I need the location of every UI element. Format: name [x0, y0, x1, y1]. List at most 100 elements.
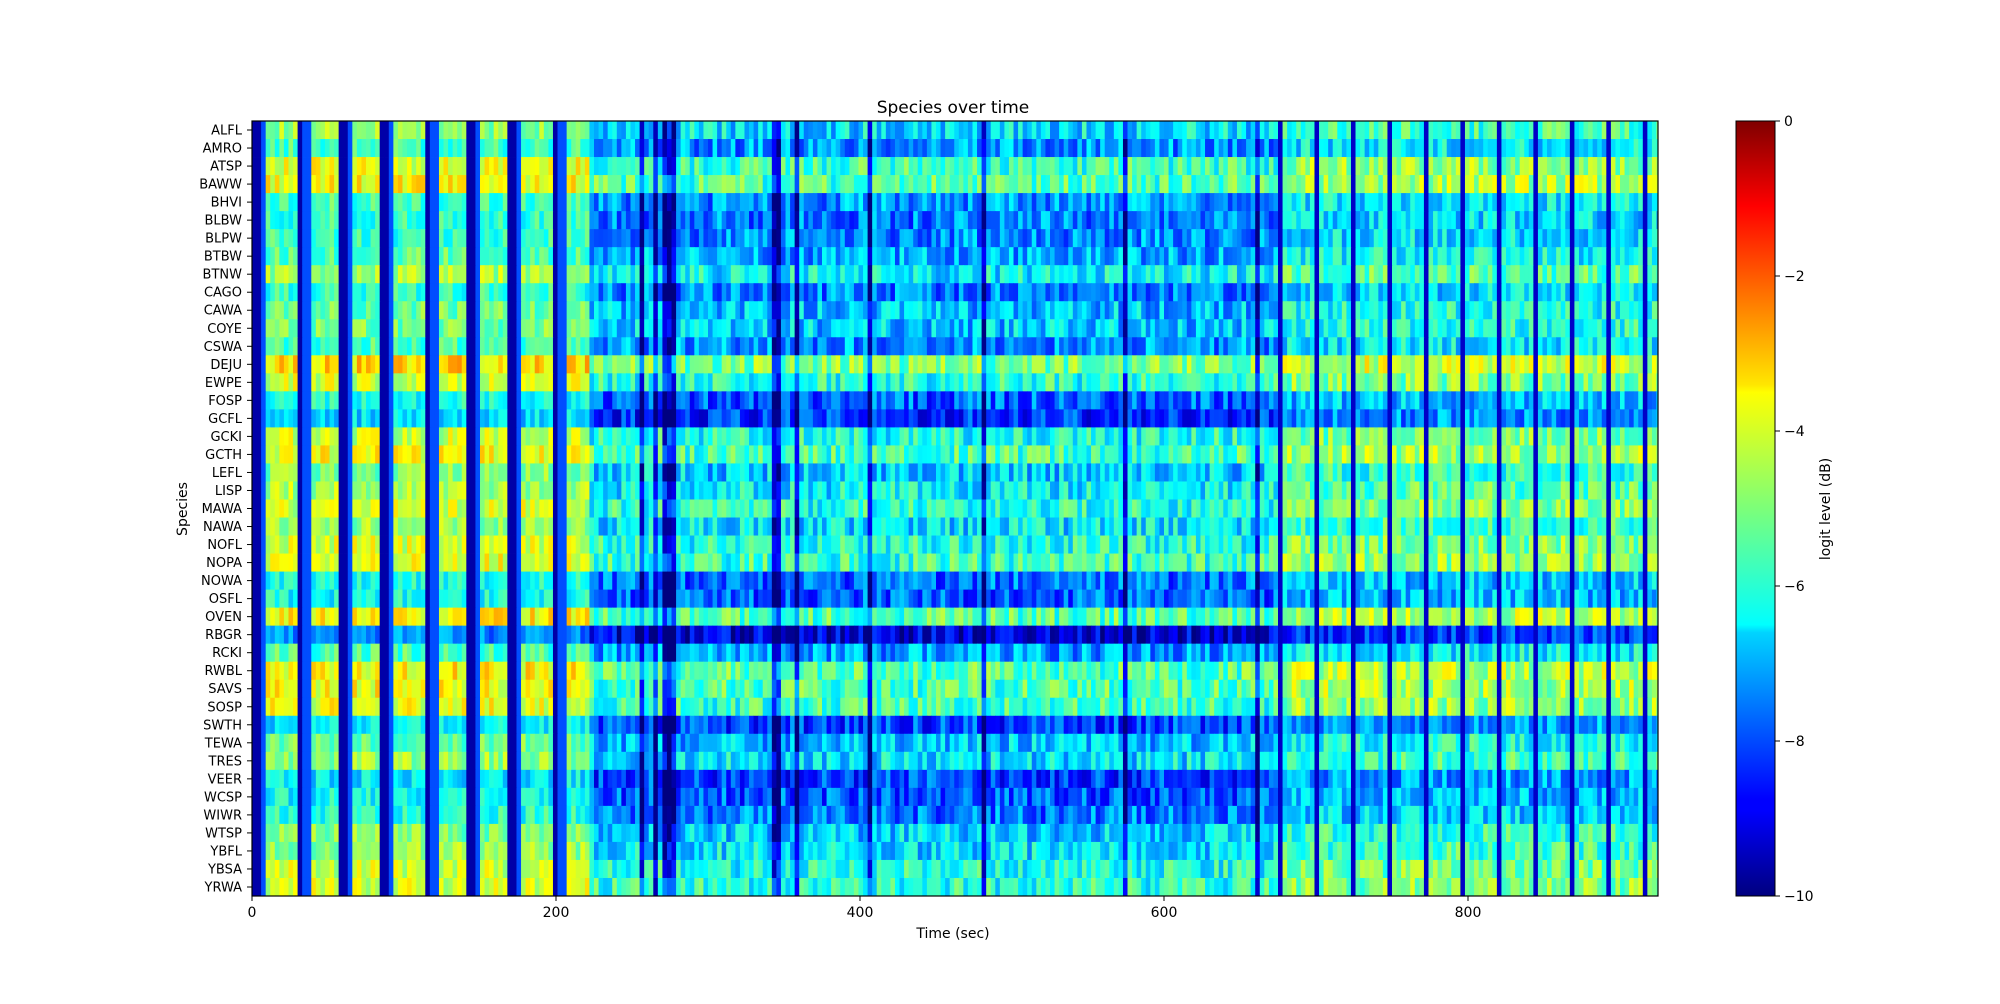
heatmap-cell — [753, 139, 759, 158]
heatmap-cell — [457, 139, 463, 158]
heatmap-cell — [899, 247, 905, 266]
heatmap-cell — [1455, 283, 1461, 302]
heatmap-cell — [530, 337, 536, 356]
heatmap-cell — [1506, 157, 1512, 176]
heatmap-cell — [826, 319, 832, 338]
heatmap-cell — [571, 373, 577, 392]
heatmap-cell — [1077, 193, 1083, 212]
heatmap-cell — [1214, 337, 1220, 356]
heatmap-cell — [521, 355, 527, 374]
heatmap-cell — [867, 139, 873, 158]
heatmap-cell — [1186, 157, 1192, 176]
heatmap-cell — [662, 139, 668, 158]
heatmap-cell — [1282, 301, 1288, 320]
heatmap-cell — [1629, 229, 1635, 248]
heatmap-cell — [1414, 247, 1420, 266]
heatmap-cell — [1560, 139, 1566, 158]
heatmap-cell — [831, 229, 837, 248]
heatmap-cell — [721, 157, 727, 176]
heatmap-cell — [320, 139, 326, 158]
heatmap-cell — [302, 391, 308, 410]
heatmap-cell — [1027, 373, 1033, 392]
heatmap-cell — [1227, 229, 1233, 248]
heatmap-cell — [575, 373, 581, 392]
heatmap-cell — [580, 391, 586, 410]
heatmap-cell — [1542, 337, 1548, 356]
heatmap-cell — [293, 355, 299, 374]
heatmap-cell — [507, 211, 513, 230]
heatmap-cell — [603, 283, 609, 302]
heatmap-cell — [967, 355, 973, 374]
heatmap-cell — [1346, 319, 1352, 338]
heatmap-cell — [1164, 355, 1170, 374]
heatmap-cell — [598, 301, 604, 320]
heatmap-cell — [822, 391, 828, 410]
heatmap-cell — [657, 139, 663, 158]
heatmap-cell — [1341, 175, 1347, 194]
heatmap-cell — [1474, 121, 1480, 140]
heatmap-cell — [393, 211, 399, 230]
heatmap-cell — [881, 301, 887, 320]
heatmap-cell — [630, 391, 636, 410]
heatmap-cell — [1592, 139, 1598, 158]
heatmap-cell — [685, 193, 691, 212]
heatmap-cell — [557, 337, 563, 356]
heatmap-cell — [484, 355, 490, 374]
heatmap-cell — [461, 247, 467, 266]
heatmap-cell — [603, 337, 609, 356]
heatmap-cell — [739, 319, 745, 338]
heatmap-cell — [470, 355, 476, 374]
heatmap-cell — [489, 265, 495, 284]
heatmap-cell — [803, 301, 809, 320]
heatmap-cell — [1186, 373, 1192, 392]
heatmap-cell — [1360, 265, 1366, 284]
heatmap-cell — [1122, 319, 1129, 338]
heatmap-cell — [603, 319, 609, 338]
heatmap-cell — [844, 193, 850, 212]
heatmap-cell — [525, 337, 531, 356]
heatmap-cell — [1483, 355, 1489, 374]
heatmap-cell — [1236, 157, 1243, 176]
heatmap-cell — [1647, 301, 1653, 320]
heatmap-cell — [261, 319, 267, 338]
heatmap-cell — [1423, 139, 1429, 158]
heatmap-cell — [799, 283, 805, 302]
heatmap-cell — [967, 139, 973, 158]
heatmap-cell — [1309, 373, 1315, 392]
heatmap-cell — [1501, 247, 1507, 266]
heatmap-cell — [580, 247, 586, 266]
heatmap-cell — [493, 337, 499, 356]
heatmap-cell — [334, 301, 340, 320]
heatmap-cell — [954, 193, 960, 212]
heatmap-cell — [794, 157, 800, 176]
heatmap-cell — [270, 409, 276, 428]
heatmap-cell — [1164, 175, 1170, 194]
heatmap-cell — [598, 265, 604, 284]
heatmap-cell — [1515, 265, 1521, 284]
heatmap-cell — [1182, 157, 1188, 176]
heatmap-cell — [1081, 157, 1087, 176]
heatmap-cell — [708, 121, 714, 140]
heatmap-cell — [1232, 373, 1238, 392]
heatmap-cell — [1309, 319, 1315, 338]
heatmap-cell — [347, 337, 353, 356]
heatmap-cell — [1122, 373, 1129, 392]
heatmap-cell — [416, 247, 422, 266]
heatmap-cell — [429, 409, 435, 428]
heatmap-cell — [1008, 139, 1015, 158]
heatmap-cell — [516, 229, 522, 248]
heatmap-cell — [1483, 337, 1489, 356]
heatmap-cell — [1141, 355, 1147, 374]
heatmap-cell — [1337, 301, 1343, 320]
heatmap-cell — [598, 157, 604, 176]
heatmap-cell — [899, 337, 905, 356]
heatmap-cell — [1177, 283, 1183, 302]
heatmap-cell — [1177, 355, 1183, 374]
heatmap-cell — [1551, 391, 1557, 410]
heatmap-cell — [1040, 301, 1046, 320]
heatmap-cell — [1419, 247, 1425, 266]
heatmap-cell — [507, 265, 513, 284]
heatmap-cell — [1519, 211, 1525, 230]
heatmap-cell — [863, 301, 869, 320]
heatmap-cell — [945, 391, 951, 410]
